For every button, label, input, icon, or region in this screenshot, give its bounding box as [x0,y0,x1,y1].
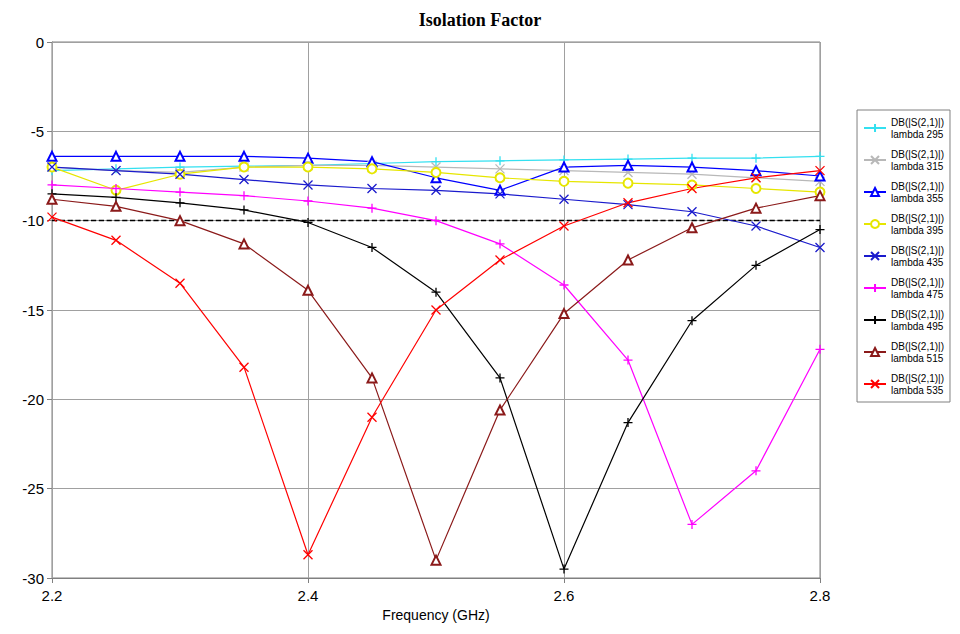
svg-text:DB(|S(2,1)|): DB(|S(2,1)|) [891,309,944,320]
svg-text:DB(|S(2,1)|): DB(|S(2,1)|) [891,277,944,288]
svg-text:-30: -30 [22,570,44,587]
svg-text:-5: -5 [31,123,44,140]
svg-text:lambda 535: lambda 535 [891,385,944,396]
svg-text:-25: -25 [22,480,44,497]
svg-text:DB(|S(2,1)|): DB(|S(2,1)|) [891,117,944,128]
svg-text:DB(|S(2,1)|): DB(|S(2,1)|) [891,341,944,352]
svg-text:DB(|S(2,1)|): DB(|S(2,1)|) [891,213,944,224]
svg-text:Frequency (GHz): Frequency (GHz) [382,607,489,623]
svg-text:-15: -15 [22,302,44,319]
svg-text:lambda 315: lambda 315 [891,161,944,172]
svg-text:2.4: 2.4 [298,587,319,604]
svg-text:lambda 295: lambda 295 [891,129,944,140]
svg-text:lambda 395: lambda 395 [891,225,944,236]
svg-text:lambda 435: lambda 435 [891,257,944,268]
svg-text:-10: -10 [22,212,44,229]
svg-text:DB(|S(2,1)|): DB(|S(2,1)|) [891,149,944,160]
svg-text:lambda 475: lambda 475 [891,289,944,300]
svg-text:lambda 515: lambda 515 [891,353,944,364]
svg-text:Isolation Factor: Isolation Factor [419,10,541,30]
svg-text:0: 0 [36,34,44,51]
svg-text:2.6: 2.6 [554,587,575,604]
svg-text:-20: -20 [22,391,44,408]
svg-text:DB(|S(2,1)|): DB(|S(2,1)|) [891,181,944,192]
svg-text:2.8: 2.8 [810,587,831,604]
svg-text:2.2: 2.2 [42,587,63,604]
svg-text:lambda 355: lambda 355 [891,193,944,204]
svg-text:lambda 495: lambda 495 [891,321,944,332]
svg-text:DB(|S(2,1)|): DB(|S(2,1)|) [891,245,944,256]
svg-text:DB(|S(2,1)|): DB(|S(2,1)|) [891,373,944,384]
